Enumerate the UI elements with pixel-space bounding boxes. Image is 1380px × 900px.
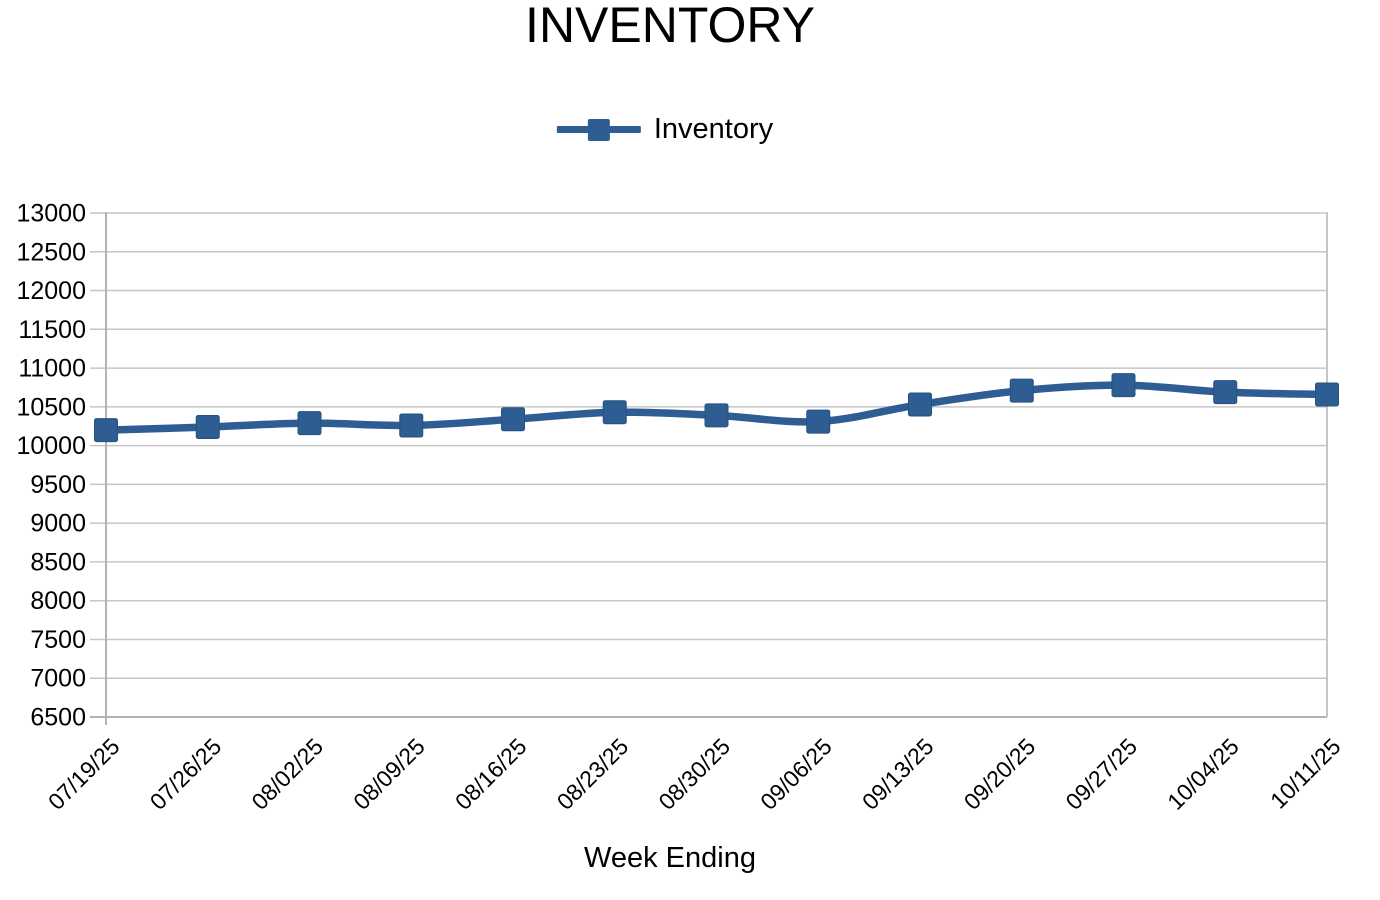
x-tick-label: 08/02/25 (246, 733, 328, 815)
data-point-marker (297, 411, 322, 436)
chart-title: INVENTORY (525, 0, 815, 53)
y-tick-label: 10500 (16, 393, 86, 421)
data-point-marker (1213, 380, 1238, 405)
data-point-marker (1111, 373, 1136, 398)
y-tick-label: 11000 (18, 355, 86, 383)
legend: Inventory (556, 113, 774, 146)
y-tick-label: 6500 (30, 704, 86, 732)
data-point-marker (399, 413, 424, 438)
data-point-marker (908, 392, 932, 417)
data-point-marker (806, 409, 831, 434)
data-point-marker (1315, 382, 1339, 407)
x-tick-label: 09/27/25 (1060, 733, 1142, 815)
data-point-marker (602, 400, 627, 425)
legend-line-marker-icon (556, 118, 641, 141)
y-tick-label: 9000 (30, 510, 86, 538)
legend-label: Inventory (653, 113, 774, 145)
x-tick-label: 09/06/25 (755, 733, 837, 815)
x-tick-label: 07/26/25 (145, 733, 227, 815)
x-tick-label: 08/16/25 (450, 733, 532, 815)
x-tick-label: 08/30/25 (653, 733, 735, 815)
data-point-marker (195, 415, 220, 440)
x-tick-label: 10/04/25 (1162, 733, 1244, 815)
x-axis-title: Week Ending (584, 842, 756, 874)
y-tick-label: 9500 (30, 471, 86, 499)
data-point-marker (704, 403, 729, 428)
y-tick-label: 12000 (16, 277, 86, 305)
y-tick-label: 8000 (30, 587, 86, 615)
data-point-marker (94, 418, 118, 443)
x-tick-label: 08/23/25 (552, 733, 634, 815)
x-tick-label: 07/19/25 (43, 733, 125, 815)
data-point-marker (501, 407, 525, 432)
y-tick-label: 7000 (30, 665, 86, 693)
data-point-marker (1009, 378, 1034, 403)
y-tick-label: 11500 (18, 316, 86, 344)
y-tick-label: 10000 (16, 432, 86, 460)
x-tick-label: 08/09/25 (348, 733, 430, 815)
legend-square-marker-icon (587, 118, 610, 141)
y-tick-label: 13000 (16, 200, 86, 228)
y-tick-label: 7500 (30, 626, 86, 654)
x-tick-label: 09/13/25 (857, 733, 939, 815)
x-tick-label: 09/20/25 (959, 733, 1041, 815)
x-tick-label: 10/11/25 (1265, 733, 1345, 813)
y-tick-label: 12500 (16, 238, 86, 266)
y-tick-label: 8500 (30, 548, 86, 576)
